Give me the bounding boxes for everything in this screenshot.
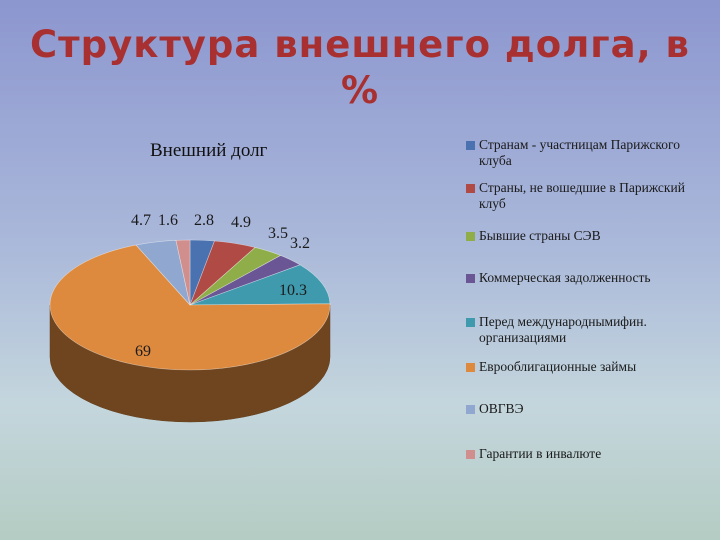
legend-label-7: Гарантии в инвалюте (479, 446, 602, 461)
chart-title: Внешний долг (150, 140, 268, 161)
data-label-2: 3.5 (268, 225, 288, 242)
legend-swatch-2 (466, 232, 475, 241)
legend-swatch-6 (466, 405, 475, 414)
pie-slice-7 (175, 239, 191, 306)
data-label-4: 10.3 (279, 282, 307, 299)
legend-item-0: Странам - участницам Парижского клуба (466, 137, 701, 169)
data-label-3: 3.2 (290, 235, 310, 252)
pie-slice-5 (49, 244, 331, 371)
data-label-7: 1.6 (158, 212, 178, 229)
pie-slice-4 (189, 264, 331, 306)
data-label-0: 2.8 (194, 212, 214, 229)
legend-label-5: Еврооблигационные займы (479, 359, 637, 374)
slide-title: Структура внешнего долга, в % (0, 22, 720, 114)
legend-swatch-0 (466, 141, 475, 150)
legend-swatch-5 (466, 363, 475, 372)
legend-swatch-3 (466, 274, 475, 283)
legend-item-6: ОВГВЭ (466, 401, 701, 417)
data-label-5: 69 (135, 343, 151, 360)
legend-swatch-7 (466, 450, 475, 459)
legend-label-4: Перед международнымифин. организациями (479, 314, 647, 345)
legend-item-4: Перед международнымифин. организациями (466, 314, 701, 346)
legend-swatch-1 (466, 184, 475, 193)
legend-label-2: Бывшие страны СЭВ (479, 228, 601, 243)
legend-label-6: ОВГВЭ (479, 401, 524, 416)
slide-title-line-1: Структура внешнего долга, в (30, 23, 690, 66)
legend-label-0: Странам - участницам Парижского клуба (479, 137, 681, 168)
legend-item-2: Бывшие страны СЭВ (466, 228, 701, 244)
data-label-1: 4.9 (231, 214, 251, 231)
legend-item-3: Коммерческая задолженность (466, 270, 701, 286)
legend-item-1: Страны, не вошедшие в Парижский клуб (466, 180, 701, 212)
slide-title-line-2: % (340, 69, 380, 112)
legend-item-7: Гарантии в инвалюте (466, 446, 701, 462)
legend-label-3: Коммерческая задолженность (479, 270, 651, 285)
legend-swatch-4 (466, 318, 475, 327)
data-label-6: 4.7 (131, 212, 151, 229)
legend-label-1: Страны, не вошедшие в Парижский клуб (479, 180, 685, 211)
legend-item-5: Еврооблигационные займы (466, 359, 701, 375)
